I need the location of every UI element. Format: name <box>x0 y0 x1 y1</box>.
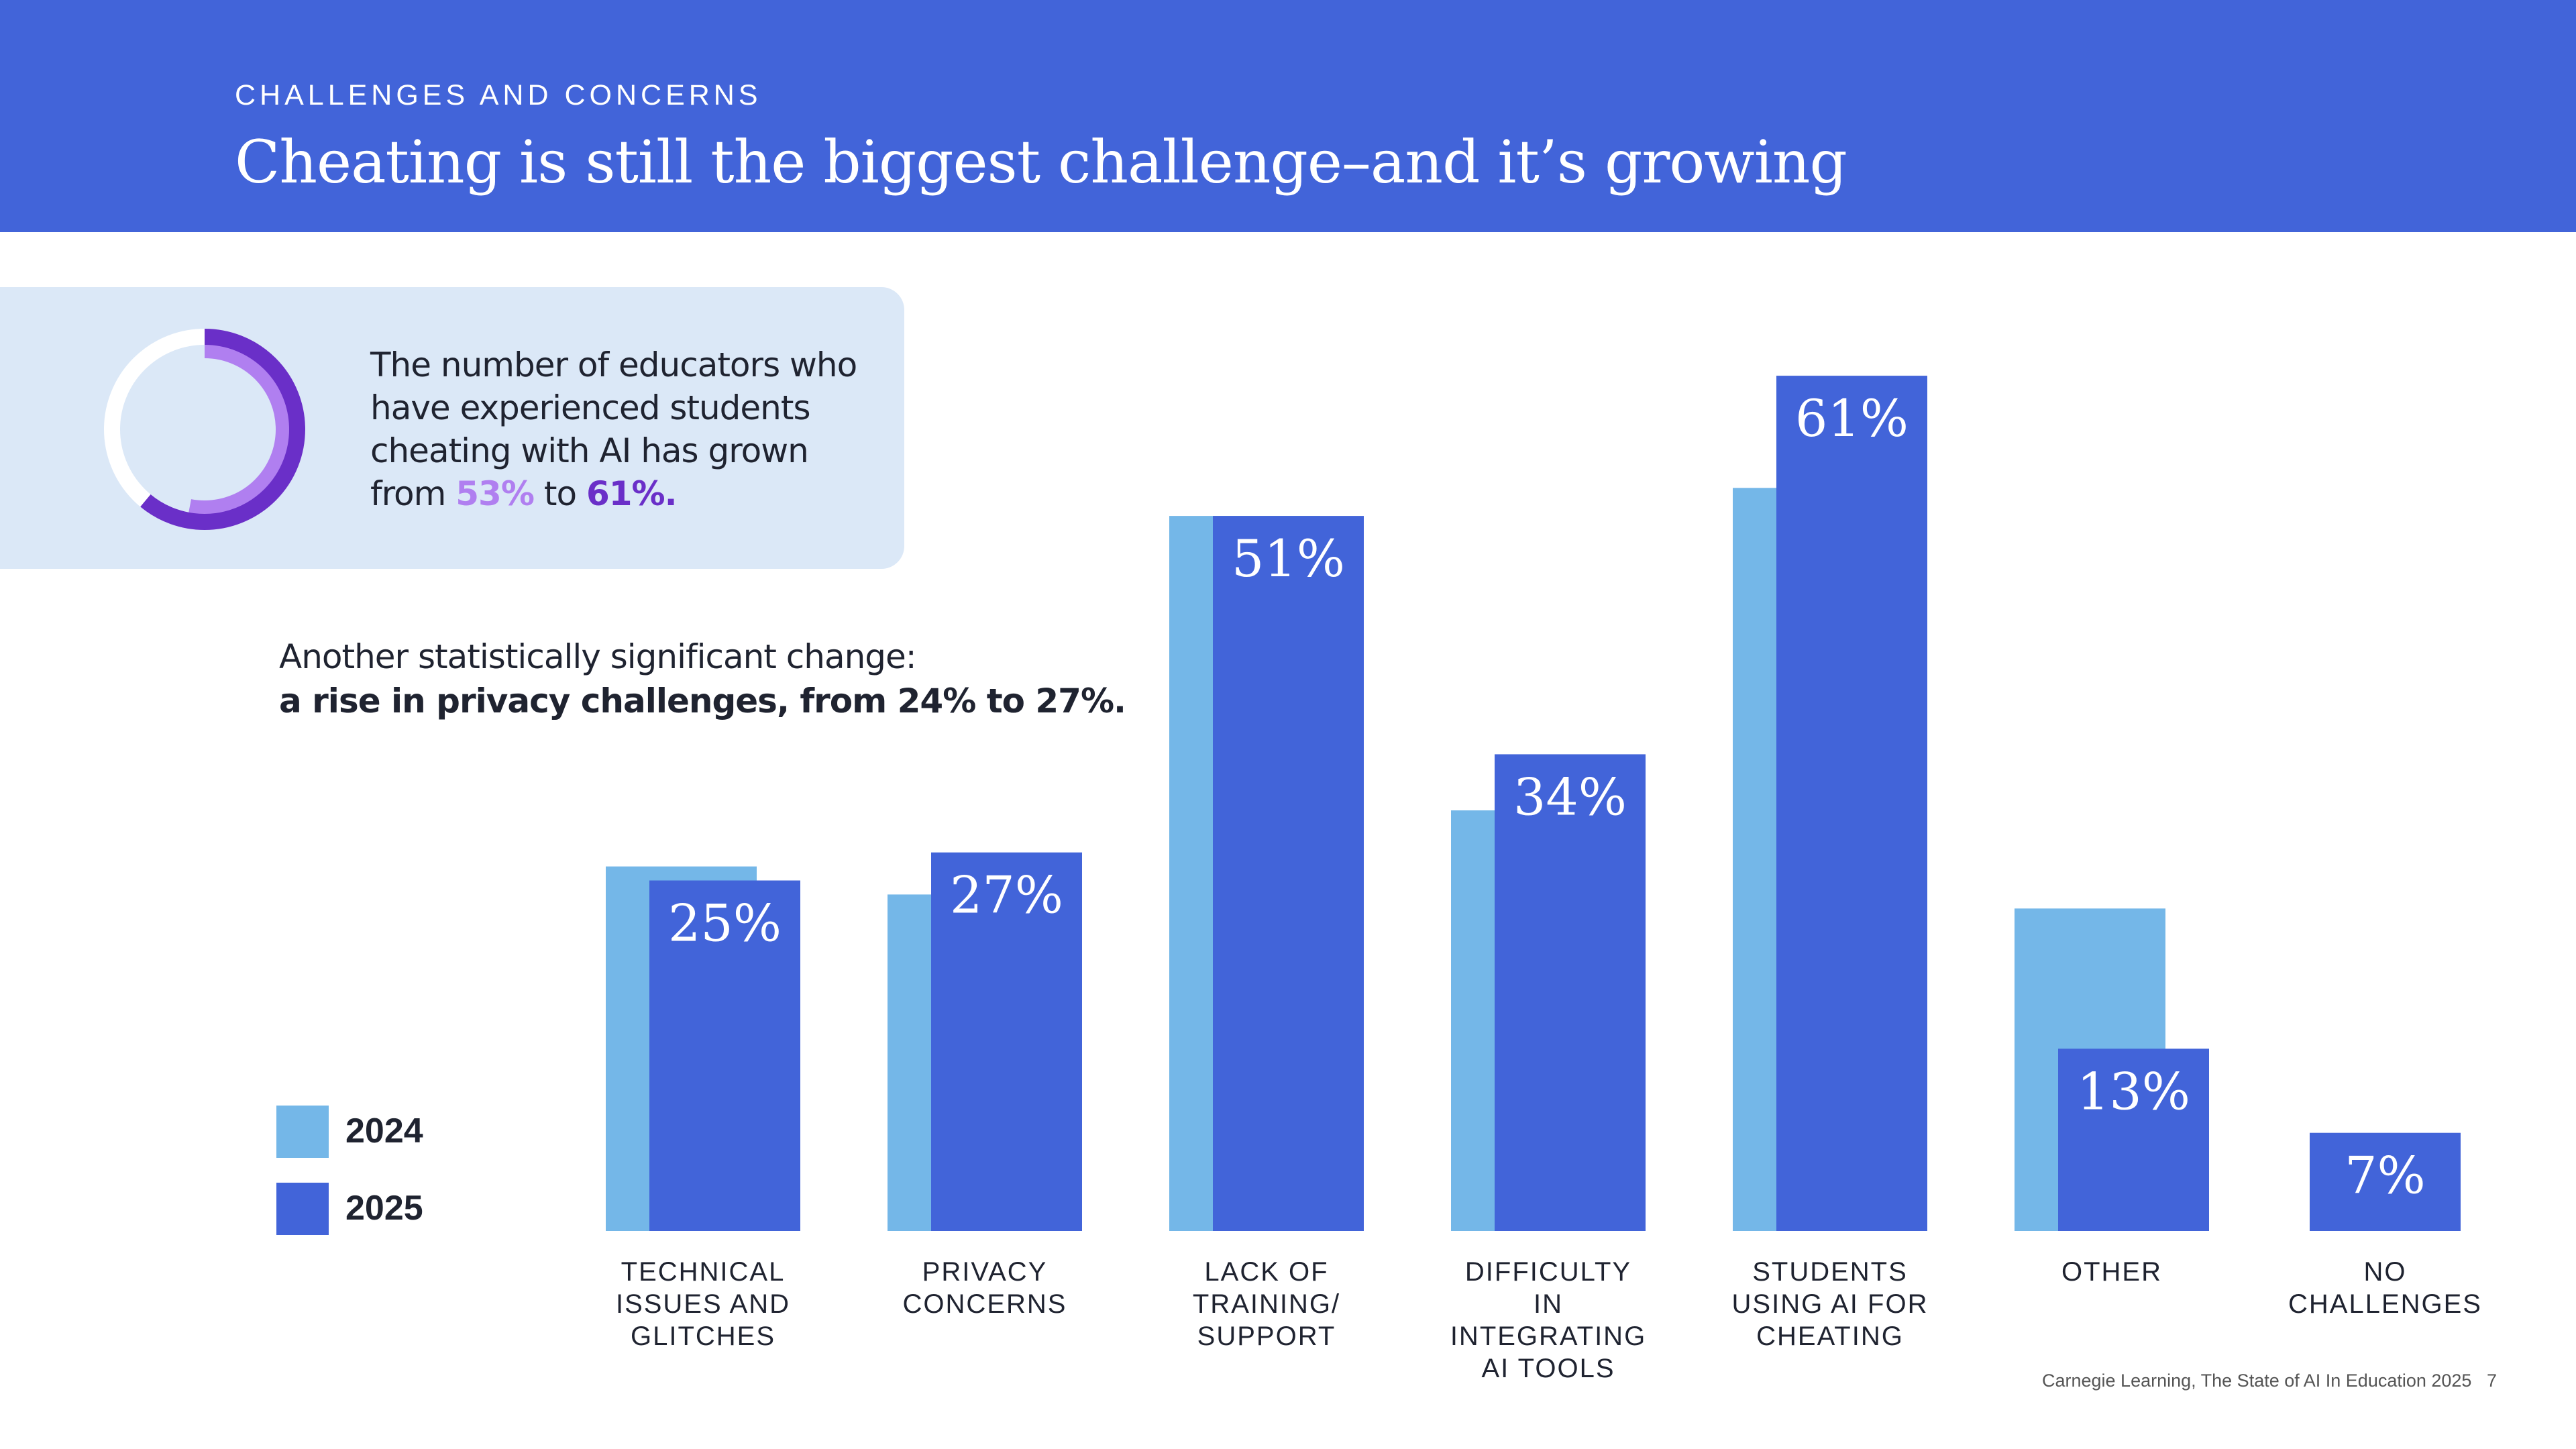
footer-source: Carnegie Learning, The State of AI In Ed… <box>2042 1371 2497 1391</box>
note-line-2: a rise in privacy challenges, from 24% t… <box>279 682 1126 720</box>
category-label-2: LACK OF TRAINING/SUPPORT <box>1166 1256 1367 1352</box>
category-label-line: TECHNICAL <box>621 1257 786 1287</box>
callout-value-2024: 53% <box>455 474 535 513</box>
data-label-6: 7% <box>2345 1146 2426 1205</box>
category-label-line: AI TOOLS <box>1481 1354 1615 1383</box>
category-label-5: OTHER <box>2011 1256 2212 1288</box>
bar-2025-1 <box>931 852 1082 1231</box>
category-label-line: DIFFICULTY IN <box>1464 1257 1632 1319</box>
category-label-line: OTHER <box>2061 1257 2162 1287</box>
data-label-0: 25% <box>668 894 782 953</box>
bar-2025-6 <box>2310 1132 2461 1231</box>
donut-arc-2025 <box>104 329 305 530</box>
page-title: Cheating is still the biggest challenge–… <box>235 127 1847 197</box>
category-label-0: TECHNICAL ISSUES AND GLITCHES <box>602 1256 804 1352</box>
callout-text-mid: to <box>533 474 586 513</box>
significance-note: Another statistically significant change… <box>279 635 1126 723</box>
data-label-3: 34% <box>1513 767 1627 826</box>
category-label-6: NO CHALLENGES <box>2285 1256 2486 1320</box>
category-label-line: ISSUES AND <box>615 1289 791 1319</box>
page-number: 7 <box>2486 1371 2497 1391</box>
legend-swatch-2024 <box>276 1106 329 1158</box>
callout-value-2025: 61%. <box>586 474 678 513</box>
category-label-line: NO <box>2363 1257 2407 1287</box>
data-label-2: 51% <box>1232 529 1345 588</box>
data-label-4: 61% <box>1795 388 1909 448</box>
category-label-line: SUPPORT <box>1197 1322 1336 1351</box>
note-line-1: Another statistically significant change… <box>279 637 917 676</box>
header-banner: CHALLENGES AND CONCERNS Cheating is stil… <box>0 0 2576 232</box>
category-label-line: CHALLENGES <box>2288 1289 2482 1319</box>
bar-2025-5 <box>2058 1049 2209 1231</box>
category-label-line: STUDENTS <box>1752 1257 1908 1287</box>
section-kicker: CHALLENGES AND CONCERNS <box>235 79 762 111</box>
category-label-line: PRIVACY <box>922 1257 1048 1287</box>
category-label-line: CHEATING <box>1756 1322 1904 1351</box>
category-label-3: DIFFICULTY IN INTEGRATING AI TOOLS <box>1448 1256 1649 1385</box>
legend-swatch-2025 <box>276 1183 329 1235</box>
bar-2025-0 <box>649 880 800 1231</box>
bar-2025-3 <box>1495 754 1646 1231</box>
category-label-line: GLITCHES <box>630 1322 776 1351</box>
legend-label-2024: 2024 <box>345 1112 423 1150</box>
data-label-5: 13% <box>2077 1061 2190 1121</box>
data-label-1: 27% <box>950 865 1063 925</box>
category-label-line: INTEGRATING <box>1450 1322 1647 1351</box>
legend-label-2025: 2025 <box>345 1189 423 1228</box>
cheating-donut-chart <box>104 329 305 530</box>
category-label-line: TRAINING/ <box>1192 1289 1341 1319</box>
footer-source-text: Carnegie Learning, The State of AI In Ed… <box>2041 1371 2472 1391</box>
bar-2025-2 <box>1213 516 1364 1231</box>
callout-text-before: The number of educators who have experie… <box>370 345 857 513</box>
callout-text: The number of educators who have experie… <box>370 343 894 515</box>
category-label-4: STUDENTS USING AI FOR CHEATING <box>1729 1256 1931 1352</box>
bar-2025-4 <box>1776 376 1927 1231</box>
callout-box <box>0 287 904 569</box>
category-label-line: CONCERNS <box>902 1289 1067 1319</box>
donut-arc-2024 <box>117 342 292 517</box>
category-label-1: PRIVACY CONCERNS <box>884 1256 1085 1320</box>
category-label-line: USING AI FOR <box>1731 1289 1929 1319</box>
category-label-line: LACK OF <box>1204 1257 1329 1287</box>
